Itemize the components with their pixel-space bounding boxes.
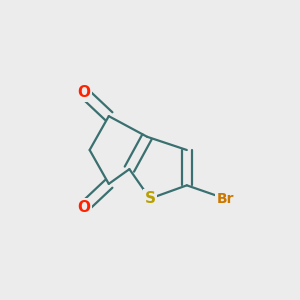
- Text: O: O: [77, 200, 90, 215]
- Text: S: S: [145, 191, 155, 206]
- Text: O: O: [77, 85, 90, 100]
- Text: Br: Br: [216, 192, 234, 206]
